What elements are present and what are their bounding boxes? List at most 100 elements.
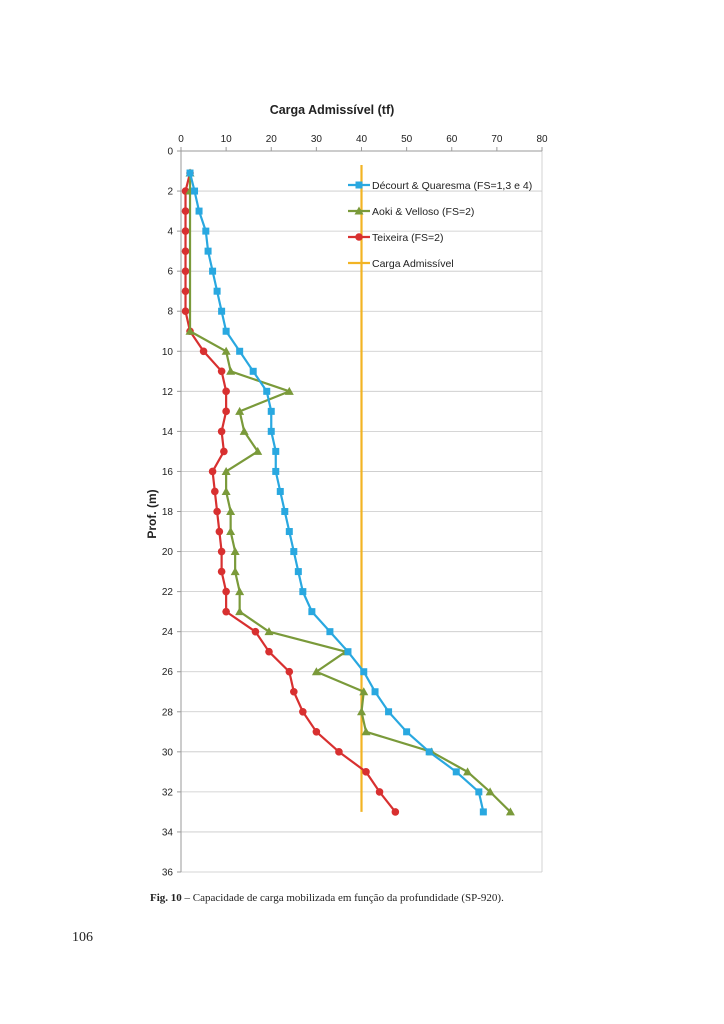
y-axis-label: Prof. (m) — [145, 489, 159, 538]
data-point — [226, 527, 236, 536]
data-point — [299, 588, 307, 596]
data-point — [217, 367, 226, 376]
x-tick-label: 30 — [311, 134, 323, 145]
data-point — [221, 466, 231, 475]
data-point — [185, 326, 195, 335]
data-point — [385, 708, 393, 716]
y-tick-label: 36 — [162, 868, 174, 879]
data-point — [208, 467, 217, 476]
y-tick-label: 8 — [167, 307, 173, 318]
y-tick-label: 16 — [162, 467, 174, 478]
data-point — [265, 647, 273, 656]
legend-swatch-marker — [354, 206, 364, 215]
data-point — [204, 247, 212, 255]
data-point — [290, 687, 298, 696]
y-tick-label: 0 — [167, 147, 173, 158]
data-point — [236, 347, 244, 355]
data-point — [195, 207, 203, 215]
y-tick-label: 34 — [162, 827, 174, 838]
data-point — [222, 607, 230, 616]
x-tick-label: 0 — [178, 134, 184, 145]
figure-caption-text: – Capacidade de carga mobilizada em funç… — [181, 892, 504, 904]
x-tick-label: 60 — [446, 134, 458, 145]
axis-layer: 0 10 20 30 40 50 60 70 8002468101214161820222426… — [162, 134, 548, 879]
y-tick-label: 22 — [162, 587, 174, 598]
legend-label: Teixeira (FS=2) — [372, 232, 443, 244]
data-point — [285, 667, 294, 676]
data-point — [475, 788, 483, 796]
data-point — [335, 748, 343, 756]
data-point — [294, 568, 302, 576]
y-tick-label: 14 — [162, 427, 174, 438]
page-number: 106 — [72, 930, 93, 945]
y-tick-label: 28 — [162, 707, 174, 718]
data-point — [452, 768, 460, 776]
y-tick-label: 24 — [162, 627, 174, 638]
data-point — [359, 687, 369, 696]
data-point — [220, 447, 228, 456]
data-point — [403, 728, 411, 736]
y-tick-label: 32 — [162, 787, 174, 798]
data-point — [181, 267, 190, 275]
data-point — [218, 307, 226, 315]
data-point — [361, 727, 371, 736]
data-point — [264, 627, 274, 636]
legend-swatch-marker — [355, 233, 363, 241]
data-point — [235, 607, 245, 616]
data-point — [191, 187, 199, 195]
data-point — [272, 467, 280, 475]
x-tick-label: 20 — [266, 134, 278, 145]
x-tick-label: 50 — [401, 134, 413, 145]
legend-label: Aoki & Velloso (FS=2) — [372, 206, 474, 218]
data-point — [479, 808, 487, 816]
data-point — [221, 486, 231, 495]
data-point — [281, 508, 289, 515]
data-point — [239, 426, 249, 435]
data-point — [485, 787, 495, 796]
data-point — [226, 507, 236, 515]
data-point — [199, 347, 208, 356]
data-point — [230, 567, 240, 576]
series-line — [188, 173, 512, 813]
data-point — [217, 427, 226, 436]
data-point — [181, 247, 190, 255]
data-point — [186, 169, 194, 177]
data-point — [215, 527, 224, 536]
y-tick-label: 6 — [167, 267, 173, 278]
x-tick-label: 10 — [221, 134, 233, 145]
chart-title: Carga Admissível (tf) — [270, 103, 395, 117]
y-tick-label: 20 — [162, 547, 174, 558]
data-point — [217, 567, 226, 576]
data-point — [222, 327, 230, 335]
data-point — [267, 407, 275, 415]
data-point — [290, 548, 298, 556]
legend-label: Carga Admissível — [372, 258, 454, 270]
data-point — [251, 627, 260, 636]
data-point — [463, 767, 473, 776]
data-point — [312, 728, 321, 736]
data-point — [505, 807, 515, 816]
series-layer — [181, 165, 515, 816]
data-point — [222, 407, 230, 416]
data-point — [371, 688, 379, 696]
data-point — [311, 667, 321, 676]
data-point — [181, 207, 190, 215]
legend-label: Décourt & Quaresma (FS=1,3 e 4) — [372, 180, 532, 192]
data-point — [267, 427, 275, 435]
data-point — [391, 808, 400, 816]
y-tick-label: 4 — [167, 227, 173, 238]
data-point — [308, 608, 316, 616]
data-point — [222, 387, 230, 396]
x-tick-label: 40 — [356, 134, 368, 145]
data-point — [202, 227, 210, 235]
data-point — [235, 406, 245, 415]
data-point — [285, 528, 293, 536]
data-point — [213, 507, 221, 516]
data-point — [360, 668, 368, 676]
data-point — [357, 707, 366, 716]
y-tick-label: 10 — [162, 347, 174, 358]
y-tick-label: 18 — [162, 507, 174, 518]
data-point — [226, 366, 236, 375]
data-point — [209, 267, 217, 275]
